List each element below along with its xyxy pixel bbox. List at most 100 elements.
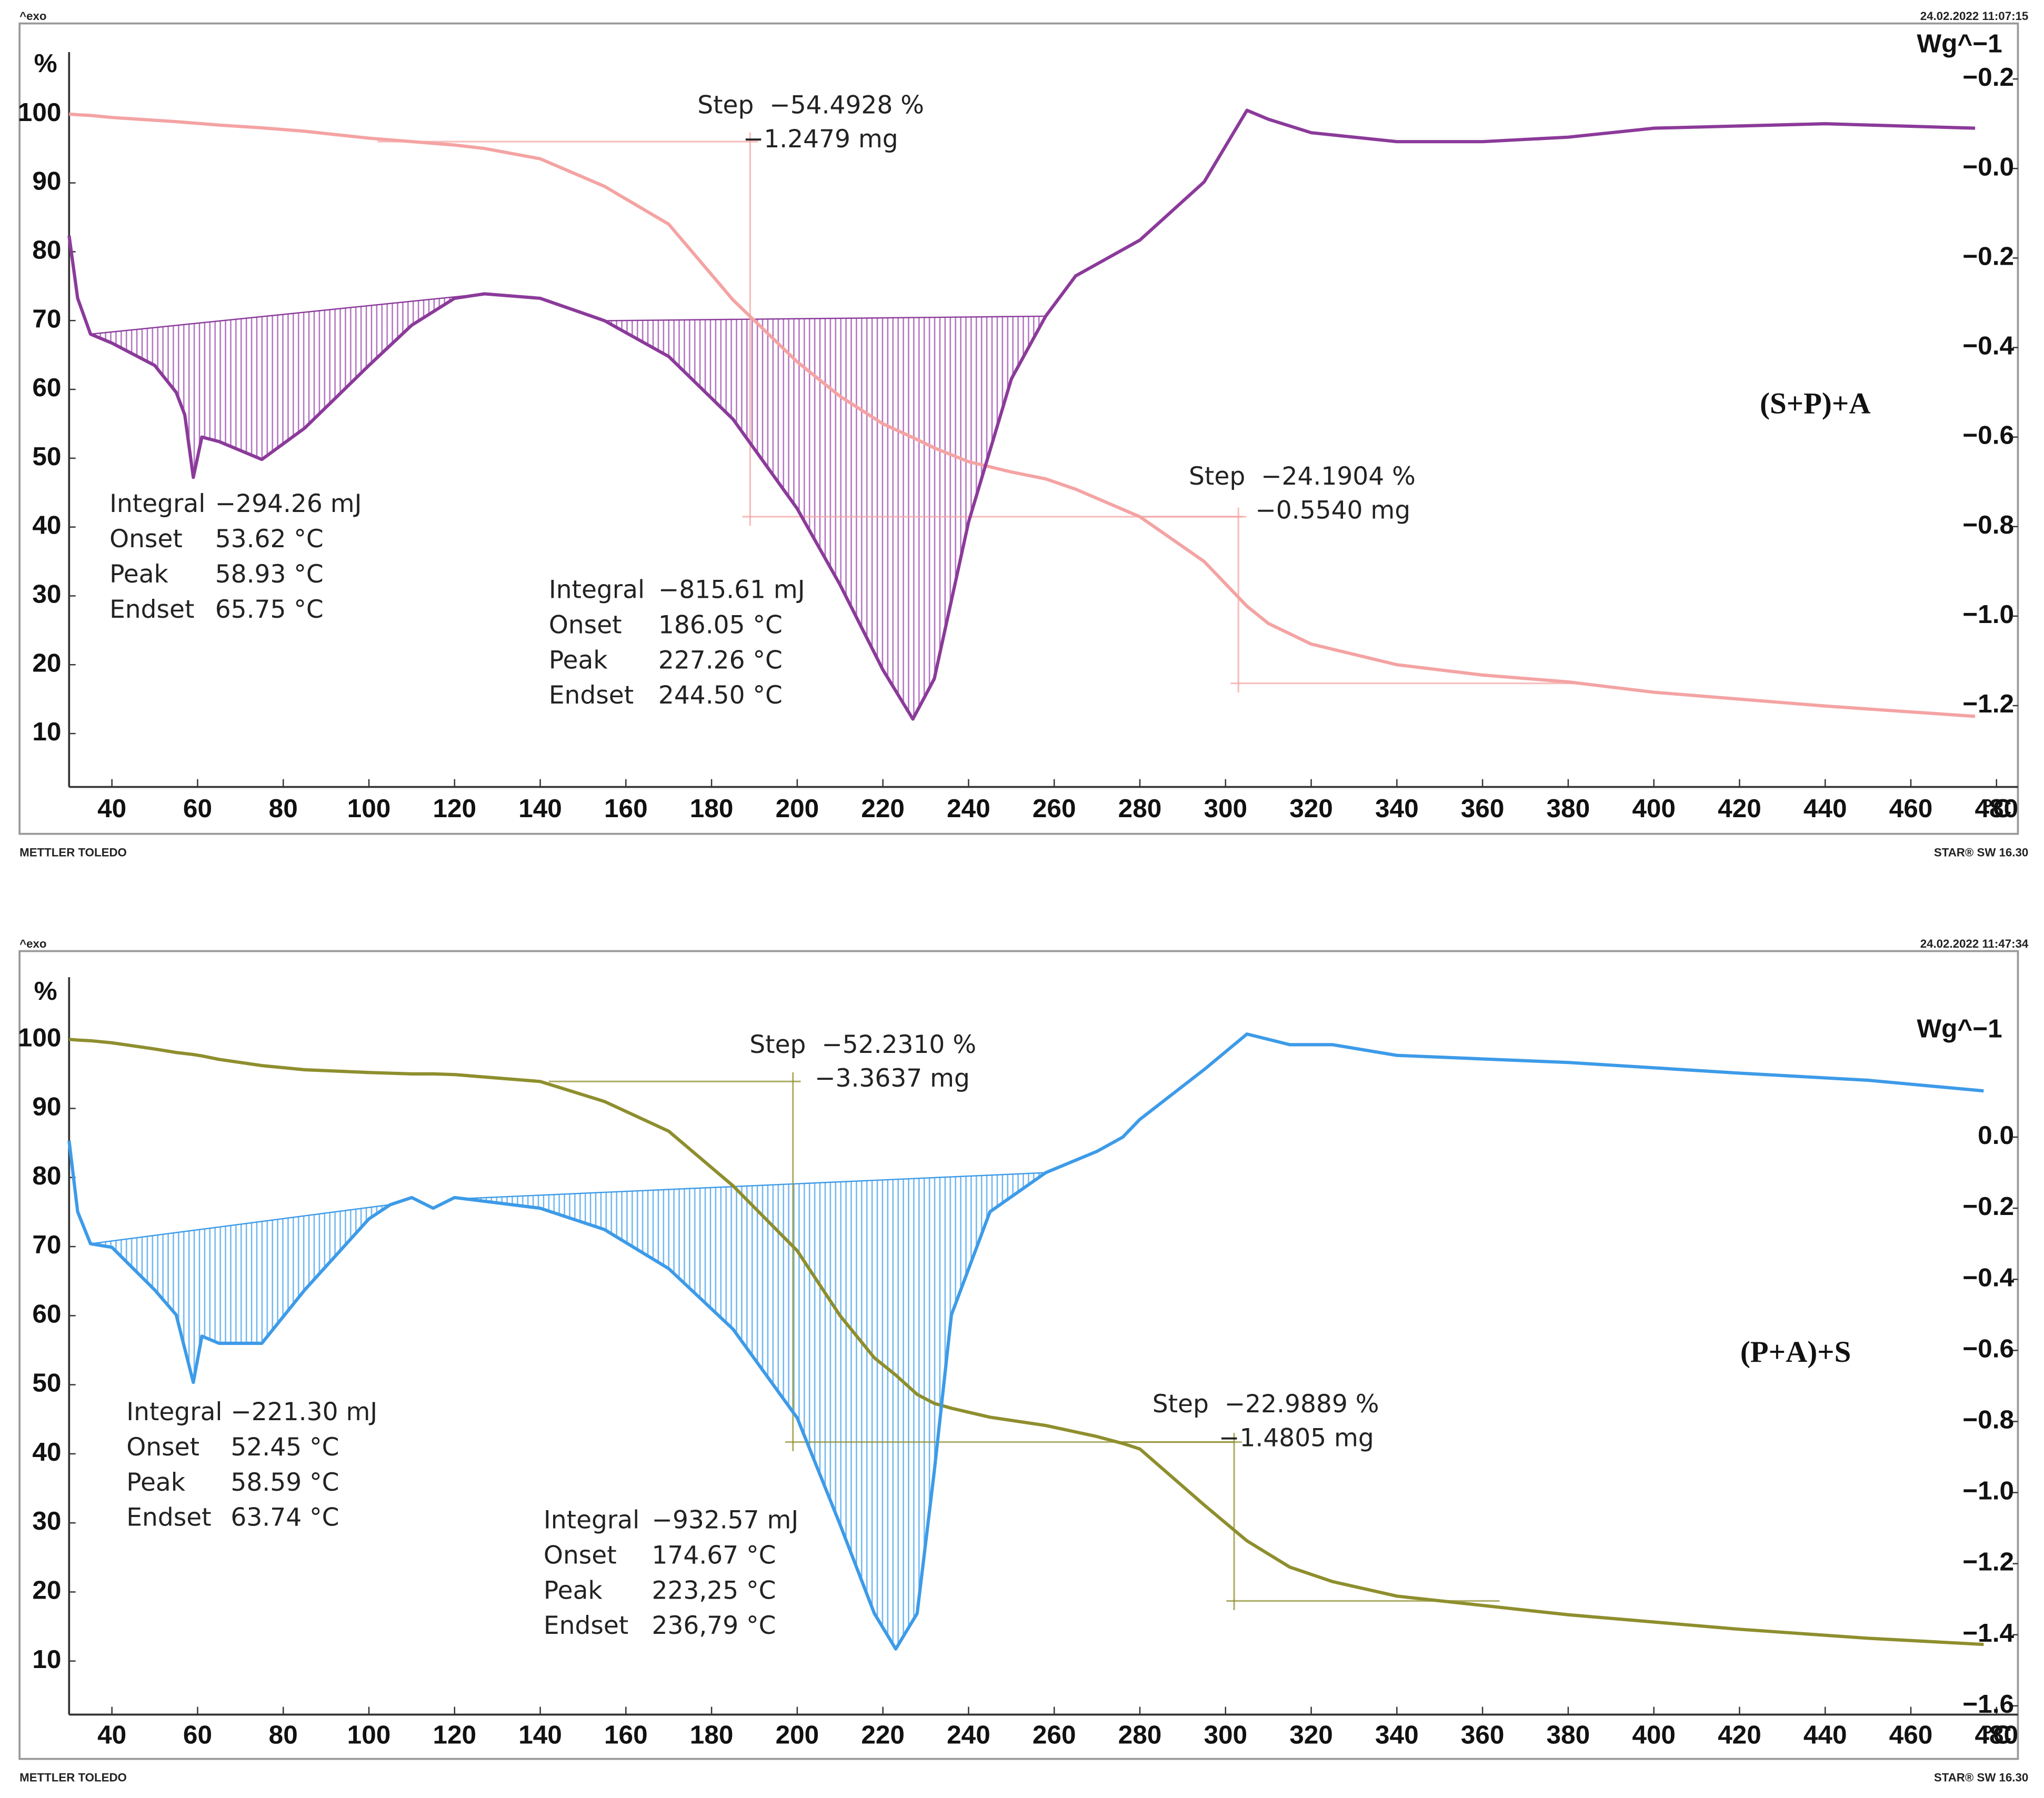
integral-key: Peak xyxy=(126,1468,185,1497)
integral-value: −932.57 mJ xyxy=(652,1506,799,1535)
timestamp: 24.02.2022 11:47:34 xyxy=(1920,937,2029,950)
integral-value: 174.67 °C xyxy=(652,1541,776,1570)
y2-axis-label: Wg^−1 xyxy=(1917,29,2002,58)
x-tick-label: 240 xyxy=(947,1721,990,1750)
integral-value: 223,25 °C xyxy=(652,1576,776,1605)
footer-right: STAR® SW 16.30 xyxy=(1934,1771,2028,1784)
x-tick-label: 200 xyxy=(776,794,819,823)
y-tick-label: 80 xyxy=(32,1161,61,1190)
footer-left: METTLER TOLEDO xyxy=(19,1771,127,1784)
x-tick-label: 120 xyxy=(433,794,476,823)
y2-tick-label: −1.2 xyxy=(1962,1548,2014,1576)
y-tick-label: 80 xyxy=(32,235,61,264)
integral-area xyxy=(604,316,1046,719)
integral-key: Peak xyxy=(549,646,608,675)
integral-value: 52.45 °C xyxy=(231,1433,339,1462)
step-label: Step −54.4928 % xyxy=(697,91,924,120)
x-tick-label: 40 xyxy=(97,794,126,823)
x-tick-label: 280 xyxy=(1118,794,1162,823)
y-tick-label: 30 xyxy=(32,580,61,609)
y2-tick-label: −0.2 xyxy=(1962,63,2014,92)
sample-label: (P+A)+S xyxy=(1740,1335,1851,1369)
integral-key: Peak xyxy=(544,1576,603,1605)
dsc-curve xyxy=(67,108,1976,721)
integral-baseline xyxy=(463,1172,1046,1200)
x-tick-label: 380 xyxy=(1547,794,1590,823)
integral-value: 186.05 °C xyxy=(658,611,783,640)
y2-tick-label: −0.6 xyxy=(1962,421,2014,450)
y-tick-label: 70 xyxy=(32,304,61,333)
integral-key: Integral xyxy=(126,1398,222,1427)
y-tick-label: 40 xyxy=(32,511,61,540)
integral-baseline xyxy=(90,1204,390,1244)
y-tick-label: 20 xyxy=(32,1576,61,1605)
x-tick-label: 100 xyxy=(347,1721,391,1750)
footer-left: METTLER TOLEDO xyxy=(19,846,127,859)
y-tick-label: 100 xyxy=(18,1023,62,1052)
integral-value: −221.30 mJ xyxy=(231,1398,377,1427)
integral-value: 58.59 °C xyxy=(231,1468,339,1497)
x-tick-label: 300 xyxy=(1204,1721,1247,1750)
x-tick-label: 480 xyxy=(1975,794,2018,823)
y-axis-label: % xyxy=(34,977,57,1006)
y-tick-label: 50 xyxy=(32,442,61,471)
x-tick-label: 440 xyxy=(1803,794,1847,823)
integral-area xyxy=(463,1172,1046,1649)
x-tick-label: 160 xyxy=(604,794,648,823)
x-tick-label: 200 xyxy=(776,1721,819,1750)
integral-key: Endset xyxy=(549,681,634,710)
integral-value: −815.61 mJ xyxy=(658,576,805,605)
y-tick-label: 30 xyxy=(32,1506,61,1535)
x-tick-label: 60 xyxy=(183,794,212,823)
footer-right: STAR® SW 16.30 xyxy=(1934,846,2028,859)
x-tick-label: 480 xyxy=(1975,1721,2018,1750)
x-tick-label: 420 xyxy=(1718,794,1761,823)
step-label: Step −22.9889 % xyxy=(1153,1390,1379,1419)
x-tick-label: 380 xyxy=(1547,1721,1590,1750)
x-tick-label: 420 xyxy=(1718,1721,1761,1750)
y2-tick-label: −0.2 xyxy=(1962,1192,2014,1221)
frame xyxy=(18,950,2019,1760)
y-tick-label: 40 xyxy=(32,1438,61,1466)
integral-value: 227.26 °C xyxy=(658,646,783,675)
step-mass: −0.5540 mg xyxy=(1255,496,1410,525)
x-tick-label: 280 xyxy=(1118,1721,1162,1750)
x-tick-label: 260 xyxy=(1033,1721,1076,1750)
x-tick-label: 100 xyxy=(347,794,391,823)
step-mass: −3.3637 mg xyxy=(815,1064,970,1093)
integral-key: Onset xyxy=(109,525,183,554)
x-tick-label: 180 xyxy=(690,794,734,823)
x-tick-label: 120 xyxy=(433,1721,476,1750)
y-tick-label: 10 xyxy=(32,1645,61,1674)
y2-tick-label: −0.6 xyxy=(1962,1334,2014,1363)
x-tick-label: 360 xyxy=(1461,794,1505,823)
y2-tick-label: −1.2 xyxy=(1962,689,2014,718)
integral-value: 65.75 °C xyxy=(215,595,324,624)
y2-tick-label: −0.4 xyxy=(1962,332,2014,360)
y2-tick-label: −1.6 xyxy=(1962,1690,2014,1719)
x-tick-label: 320 xyxy=(1289,794,1333,823)
integral-key: Onset xyxy=(126,1433,199,1462)
integral-value: −294.26 mJ xyxy=(215,489,362,518)
x-tick-label: 400 xyxy=(1632,794,1676,823)
x-tick-label: 340 xyxy=(1375,1721,1419,1750)
y2-tick-label: −0.2 xyxy=(1962,242,2014,270)
x-tick-label: 140 xyxy=(518,1721,562,1750)
integral-key: Onset xyxy=(544,1541,617,1570)
integral-key: Integral xyxy=(544,1506,639,1535)
y2-tick-label: −0.8 xyxy=(1962,510,2014,539)
x-tick-label: 440 xyxy=(1803,1721,1847,1750)
x-tick-label: 40 xyxy=(97,1721,126,1750)
integral-value: 53.62 °C xyxy=(215,525,324,554)
x-axis-label: °C xyxy=(1982,1721,2012,1750)
sample-label: (S+P)+A xyxy=(1760,387,1870,420)
x-tick-label: 320 xyxy=(1289,1721,1333,1750)
step-mass: −1.2479 mg xyxy=(743,125,898,154)
x-tick-label: 140 xyxy=(518,794,562,823)
integral-key: Peak xyxy=(109,560,168,589)
integral-key: Integral xyxy=(549,576,645,605)
y-tick-label: 20 xyxy=(32,648,61,677)
exo-label: ^exo xyxy=(19,937,46,950)
integral-key: Integral xyxy=(109,489,205,518)
